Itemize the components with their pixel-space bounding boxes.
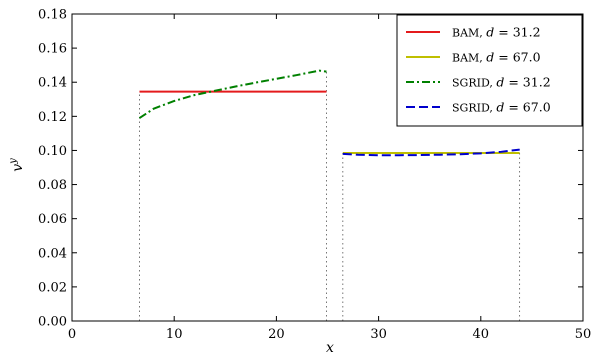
y-tick-label: 0.08 xyxy=(38,178,67,193)
x-tick-label: 10 xyxy=(166,327,183,342)
y-axis-label-sup: y xyxy=(8,158,19,165)
x-tick-label: 30 xyxy=(370,327,387,342)
legend-label: SGRID, d = 67.0 xyxy=(452,100,551,115)
y-tick-label: 0.18 xyxy=(38,8,67,23)
legend-label: BAM, d = 67.0 xyxy=(452,50,541,65)
y-axis-label-base: v xyxy=(10,164,26,172)
y-tick-label: 0.00 xyxy=(38,315,67,330)
axis-ticks xyxy=(71,13,584,322)
y-tick-label: 0.10 xyxy=(38,144,67,159)
legend-label: BAM, d = 31.2 xyxy=(452,25,541,40)
guide-lines xyxy=(139,70,521,321)
x-tick-label: 0 xyxy=(68,327,76,342)
legend: BAM, d = 31.2 BAM, d = 67.0 SGRID, d = 31.… xyxy=(396,14,583,127)
x-tick-label: 40 xyxy=(473,327,490,342)
x-axis-label: x xyxy=(326,340,334,356)
series-lines xyxy=(138,69,520,157)
y-tick-label: 0.12 xyxy=(38,110,67,125)
series-line xyxy=(342,148,520,157)
y-tick-label: 0.16 xyxy=(38,42,67,57)
y-axis-label: vy xyxy=(8,158,26,172)
plot-frame xyxy=(71,13,584,322)
y-tick-label: 0.02 xyxy=(38,280,67,295)
x-tick-label: 50 xyxy=(575,327,592,342)
y-tick-label: 0.06 xyxy=(38,212,67,227)
y-tick-label: 0.04 xyxy=(38,246,67,261)
legend-label: SGRID, d = 31.2 xyxy=(452,75,551,90)
x-tick-label: 20 xyxy=(268,327,285,342)
y-tick-label: 0.14 xyxy=(38,76,67,91)
tick-labels: 0 10 20 30 40 50 0.00 0.02 0.04 0.06 0.08 0.10 0.12 0… xyxy=(38,8,591,343)
series-line xyxy=(138,69,327,119)
